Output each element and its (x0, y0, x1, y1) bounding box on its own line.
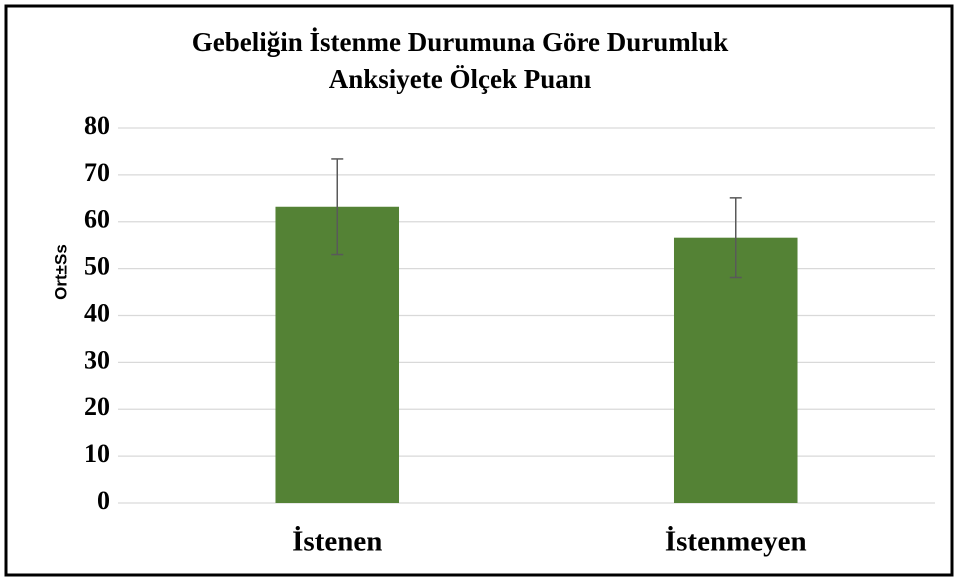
y-axis-label: Ort±Ss (51, 244, 70, 300)
chart-title: Gebeliğin İstenme Durumuna Göre Durumluk (192, 27, 729, 57)
y-tick-label: 20 (84, 392, 110, 421)
chart-title: Anksiyete Ölçek Puanı (329, 64, 592, 94)
y-tick-label: 70 (84, 158, 110, 187)
y-tick-label: 60 (84, 205, 110, 234)
bar (673, 237, 798, 503)
y-tick-label: 10 (84, 439, 110, 468)
x-tick-label: İstenmeyen (665, 525, 807, 558)
x-tick-label: İstenen (292, 525, 382, 558)
y-tick-label: 40 (84, 298, 110, 327)
bar (275, 206, 400, 503)
y-tick-label: 80 (84, 111, 110, 140)
y-tick-label: 50 (84, 252, 110, 281)
y-tick-label: 30 (84, 345, 110, 374)
y-tick-label: 0 (97, 486, 110, 515)
